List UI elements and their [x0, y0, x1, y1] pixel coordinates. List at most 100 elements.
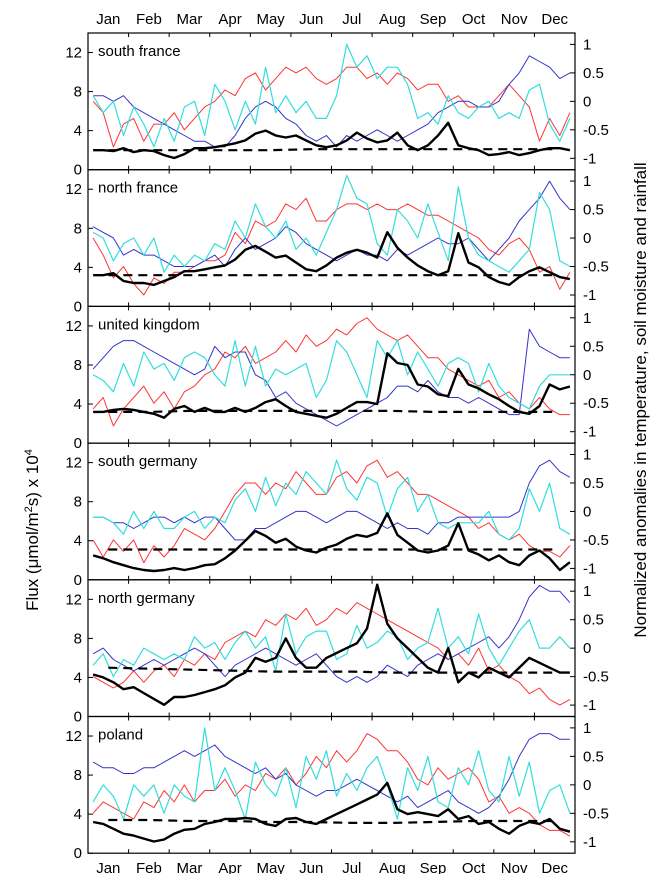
- month-label: Jun: [299, 11, 323, 28]
- soil-moisture-anomaly-line: [93, 459, 571, 541]
- soil-moisture-anomaly-line: [92, 328, 570, 427]
- temperature-anomaly-line: [92, 733, 571, 837]
- right-tick-label: 0.5: [583, 65, 604, 82]
- right-tick-label: -0.5: [583, 395, 609, 412]
- left-axis-title-superscript-1: 2: [23, 506, 35, 512]
- left-tick-label: 8: [74, 357, 82, 374]
- month-label: Sep: [420, 860, 447, 874]
- temperature-anomaly-line: [92, 459, 571, 564]
- left-tick-label: 4: [74, 806, 82, 823]
- month-label: May: [256, 11, 285, 28]
- month-label: Apr: [218, 860, 241, 874]
- month-label: May: [256, 860, 285, 874]
- temperature-anomaly-line: [92, 317, 570, 427]
- month-label: Apr: [218, 11, 241, 28]
- left-tick-label: 12: [65, 455, 82, 472]
- left-tick-label: 0: [74, 162, 82, 179]
- right-tick-label: -0.5: [583, 259, 609, 276]
- panel-title: poland: [98, 727, 143, 744]
- month-label: Oct: [462, 860, 486, 874]
- month-label: Nov: [501, 11, 528, 28]
- rainfall-anomaly-line: [93, 459, 571, 541]
- panel-title: south france: [98, 43, 181, 60]
- temperature-anomaly-line: [92, 602, 571, 706]
- baseline-flux-line: [108, 148, 555, 152]
- month-label: Dec: [541, 860, 568, 874]
- month-label: Jul: [342, 860, 361, 874]
- left-tick-label: 0: [74, 845, 82, 862]
- panel-poland: 0 4 8 12 -1 -0.5 0 0.5 1 poland: [65, 715, 609, 862]
- left-axis-title-part-2: s) x 10: [23, 455, 42, 506]
- left-tick-label: 8: [74, 630, 82, 647]
- left-axis-title-part-1: Flux (μmol/m: [23, 512, 42, 611]
- top-month-axis: Jan Feb Mar Apr May Jun Jul Aug Sep Oct Nov Dec: [96, 11, 568, 28]
- panel-title: north france: [98, 180, 178, 197]
- flux-line: [92, 781, 571, 843]
- right-tick-label: 1: [583, 720, 591, 737]
- month-label: Mar: [177, 860, 203, 874]
- flux-line: [93, 352, 571, 419]
- right-tick-label: -1: [583, 560, 596, 577]
- left-tick-label: 0: [74, 435, 82, 452]
- panel-south-germany: 0 4 8 12 -1 -0.5 0 0.5 1 south germany: [65, 442, 609, 589]
- rainfall-anomaly-line: [92, 174, 571, 273]
- right-tick-label: 0: [583, 93, 591, 110]
- bottom-month-axis: Jan Feb Mar Apr May Jun Jul Aug Sep Oct Nov Dec: [96, 860, 568, 874]
- right-tick-label: -0.5: [583, 805, 609, 822]
- month-label: Feb: [136, 860, 162, 874]
- right-tick-label: 0: [583, 503, 591, 520]
- baseline-flux-line: [108, 409, 555, 413]
- panel-north-germany: 0 4 8 12 -1 -0.5 0 0.5 1 north germany: [65, 579, 609, 726]
- month-label: Aug: [379, 11, 406, 28]
- soil-moisture-anomaly-line: [92, 733, 570, 814]
- left-axis-title-superscript-2: 4: [23, 449, 35, 455]
- left-tick-label: 4: [74, 533, 82, 550]
- right-tick-label: 1: [583, 310, 591, 327]
- left-tick-label: 8: [74, 220, 82, 237]
- flux-line: [93, 230, 571, 287]
- month-label: Oct: [462, 11, 486, 28]
- left-tick-label: 12: [65, 591, 82, 608]
- right-tick-label: 0.5: [583, 612, 604, 629]
- right-tick-label: 1: [583, 583, 591, 600]
- right-tick-label: 0.5: [583, 475, 604, 492]
- right-tick-label: 0.5: [583, 338, 604, 355]
- rainfall-anomaly-line: [92, 607, 571, 678]
- right-tick-label: 0: [583, 230, 591, 247]
- flux-line: [93, 121, 571, 160]
- left-tick-label: 4: [74, 669, 82, 686]
- panels: 0 4 8 12 -1 -0.5 0 0.5 1 south france 0 4 8 12 -1 -0.5 0…: [65, 32, 609, 862]
- month-label: Aug: [379, 860, 406, 874]
- left-tick-label: 12: [65, 45, 82, 62]
- left-tick-label: 4: [74, 396, 82, 413]
- left-tick-label: 8: [74, 494, 82, 511]
- panel-united-kingdom: 0 4 8 12 -1 -0.5 0 0.5 1 united kingdom: [65, 305, 609, 452]
- right-tick-label: -1: [583, 150, 596, 167]
- right-tick-label: 1: [583, 173, 591, 190]
- right-tick-label: -0.5: [583, 122, 609, 139]
- left-tick-label: 0: [74, 709, 82, 726]
- left-tick-label: 12: [65, 728, 82, 745]
- left-tick-label: 8: [74, 767, 82, 784]
- month-label: Feb: [136, 11, 162, 28]
- left-tick-label: 0: [74, 572, 82, 589]
- left-tick-label: 8: [74, 84, 82, 101]
- flux-line: [92, 512, 571, 573]
- right-tick-label: -0.5: [583, 669, 609, 686]
- rainfall-anomaly-line: [92, 43, 571, 148]
- soil-moisture-anomaly-line: [92, 585, 571, 683]
- right-tick-label: -1: [583, 834, 596, 851]
- month-label: Sep: [420, 11, 447, 28]
- left-tick-label: 4: [74, 259, 82, 276]
- right-axis-title: Normalized anomalies in temperature, soi…: [631, 162, 650, 637]
- right-tick-label: -1: [583, 287, 596, 304]
- month-label: Nov: [501, 860, 528, 874]
- month-label: Jan: [96, 11, 120, 28]
- left-tick-label: 4: [74, 123, 82, 140]
- right-tick-label: 0: [583, 777, 591, 794]
- panel-title: north germany: [98, 590, 195, 607]
- left-tick-label: 0: [74, 298, 82, 315]
- soil-moisture-anomaly-line: [92, 180, 571, 267]
- panel-north-france: 0 4 8 12 -1 -0.5 0 0.5 1 north france: [65, 169, 609, 315]
- soil-moisture-anomaly-line: [93, 55, 571, 148]
